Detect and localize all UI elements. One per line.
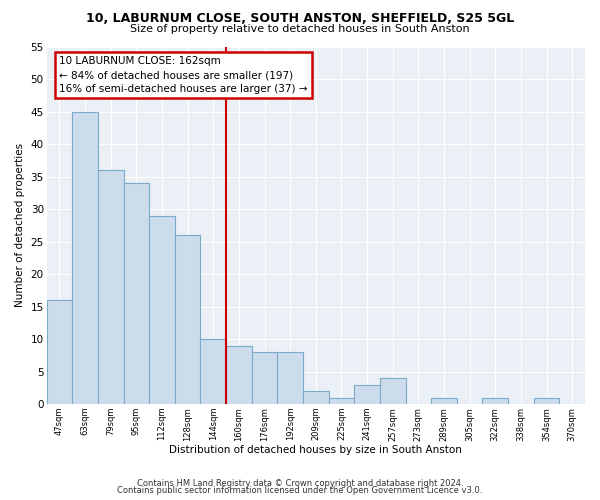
Bar (149, 216, 175, 404)
Text: Contains HM Land Registry data © Crown copyright and database right 2024.: Contains HM Land Registry data © Crown c… (137, 478, 463, 488)
Bar (380, 378, 406, 404)
Bar (251, 352, 277, 404)
Bar (124, 183, 149, 404)
Y-axis label: Number of detached properties: Number of detached properties (15, 143, 25, 308)
Bar (200, 339, 226, 404)
Bar (98, 170, 124, 404)
Bar (534, 398, 559, 404)
Bar (329, 398, 354, 404)
Bar (72, 112, 98, 404)
Bar (303, 391, 329, 404)
X-axis label: Distribution of detached houses by size in South Anston: Distribution of detached houses by size … (169, 445, 462, 455)
Text: 10 LABURNUM CLOSE: 162sqm
← 84% of detached houses are smaller (197)
16% of semi: 10 LABURNUM CLOSE: 162sqm ← 84% of detac… (59, 56, 308, 94)
Bar (482, 398, 508, 404)
Bar (47, 300, 72, 404)
Text: Size of property relative to detached houses in South Anston: Size of property relative to detached ho… (130, 24, 470, 34)
Bar (175, 235, 200, 404)
Bar (431, 398, 457, 404)
Bar (226, 346, 251, 404)
Text: 10, LABURNUM CLOSE, SOUTH ANSTON, SHEFFIELD, S25 5GL: 10, LABURNUM CLOSE, SOUTH ANSTON, SHEFFI… (86, 12, 514, 26)
Bar (354, 384, 380, 404)
Text: Contains public sector information licensed under the Open Government Licence v3: Contains public sector information licen… (118, 486, 482, 495)
Bar (277, 352, 303, 404)
